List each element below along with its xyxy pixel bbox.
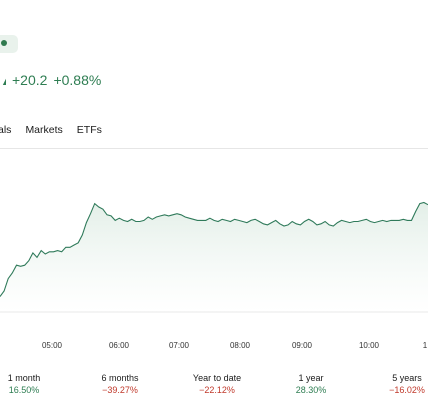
performance-period-label: 6 months — [101, 373, 139, 383]
x-tick-label: 10:00 — [359, 341, 380, 350]
tab-etfs[interactable]: ETFs — [76, 124, 102, 136]
price-change-percent: +0.88% — [53, 72, 102, 88]
tab-fundamentals[interactable]: als — [0, 124, 12, 136]
tab-divider — [0, 148, 428, 149]
performance-value: 16.50% — [8, 385, 40, 395]
chart-x-axis: 05:00 06:00 07:00 08:00 09:00 10:00 1 — [42, 341, 428, 350]
tab-bar: als Markets ETFs — [0, 124, 102, 136]
trend-up-icon: ▲ — [0, 72, 6, 88]
x-tick-label: 06:00 — [109, 341, 130, 350]
price-chart[interactable]: 05:00 06:00 07:00 08:00 09:00 10:00 1 — [0, 150, 428, 356]
performance-item[interactable]: 1 month 16.50% — [8, 373, 41, 395]
tab-markets[interactable]: Markets — [25, 124, 63, 136]
performance-value: −39.27% — [102, 385, 138, 395]
market-status-badge — [0, 35, 18, 53]
x-tick-label: 09:00 — [292, 341, 313, 350]
performance-item[interactable]: 6 months −39.27% — [101, 373, 138, 395]
x-tick-label: 1 — [423, 341, 428, 350]
price-change: +20.2 — [12, 72, 48, 88]
performance-period-label: 1 year — [298, 373, 324, 383]
performance-value: −16.02% — [389, 385, 425, 395]
x-tick-label: 05:00 — [42, 341, 63, 350]
performance-period-label: 1 month — [7, 373, 41, 383]
performance-period-label: 5 years — [392, 373, 422, 383]
x-tick-label: 07:00 — [169, 341, 190, 350]
chart-area-fill — [0, 202, 428, 312]
performance-value: 28.30% — [295, 385, 327, 395]
performance-item[interactable]: 1 year 28.30% — [296, 373, 327, 395]
price-change-row: ▲ +20.2 +0.88% — [0, 72, 101, 88]
x-tick-label: 08:00 — [230, 341, 251, 350]
performance-item[interactable]: 5 years −16.02% — [389, 373, 425, 395]
chart-price-line — [0, 201, 428, 297]
performance-period-label: Year to date — [192, 373, 242, 383]
performance-item[interactable]: Year to date −22.12% — [193, 373, 241, 395]
market-status-dot-icon — [1, 40, 7, 46]
performance-value: −22.12% — [199, 385, 235, 395]
